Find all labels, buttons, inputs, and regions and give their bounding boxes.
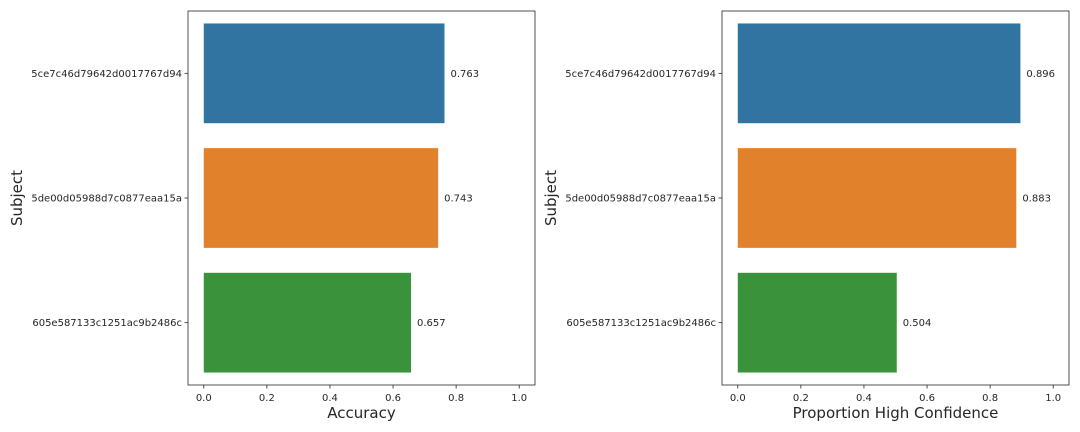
accuracy-chart: 0.763 5ce7c46d79642d0017767d94 0.743 5de00d…: [8, 10, 536, 422]
y-tick-label: 5de00d05988d7c0877eaa15a: [565, 194, 716, 205]
bar-1: [737, 23, 1021, 124]
plot-frame: [721, 10, 1070, 386]
bar-3: [737, 272, 897, 373]
plot-frame: [187, 10, 536, 386]
bar-value-label: 0.896: [1026, 69, 1055, 80]
x-tick-label: 1.0: [1045, 393, 1061, 404]
x-tick-label: 0.4: [856, 393, 872, 404]
bar-value-label: 0.743: [444, 194, 473, 205]
bar-2: [203, 148, 439, 248]
x-tick-label: 0.8: [982, 393, 998, 404]
x-tick-label: 0.0: [730, 393, 746, 404]
x-axis-label: Accuracy: [327, 404, 396, 422]
bar-value-label: 0.883: [1022, 194, 1051, 205]
y-tick-label: 5ce7c46d79642d0017767d94: [31, 69, 182, 80]
x-tick-label: 0.2: [259, 393, 275, 404]
x-tick-label: 0.2: [793, 393, 809, 404]
y-tick-label: 5de00d05988d7c0877eaa15a: [31, 194, 182, 205]
x-tick-label: 0.4: [322, 393, 338, 404]
y-axis-label: Subject: [8, 170, 26, 226]
x-tick-label: 0.6: [385, 393, 401, 404]
x-axis-label: Proportion High Confidence: [793, 404, 999, 422]
y-tick-label: 605e587133c1251ac9b2486c: [32, 318, 182, 329]
bar-3: [203, 272, 412, 373]
y-tick-label: 5ce7c46d79642d0017767d94: [565, 69, 716, 80]
x-tick-label: 0.8: [448, 393, 464, 404]
bar-2: [737, 148, 1017, 248]
bar-value-label: 0.504: [903, 318, 932, 329]
x-tick-label: 1.0: [511, 393, 527, 404]
y-axis-label: Subject: [542, 170, 560, 226]
bar-value-label: 0.657: [417, 318, 446, 329]
bar-1: [203, 23, 445, 124]
y-tick-label: 605e587133c1251ac9b2486c: [566, 318, 716, 329]
proportion-high-confidence-chart: 0.896 5ce7c46d79642d0017767d94 0.883 5de00d…: [542, 10, 1070, 422]
bar-value-label: 0.763: [450, 69, 479, 80]
x-tick-label: 0.0: [196, 393, 212, 404]
x-tick-label: 0.6: [919, 393, 935, 404]
